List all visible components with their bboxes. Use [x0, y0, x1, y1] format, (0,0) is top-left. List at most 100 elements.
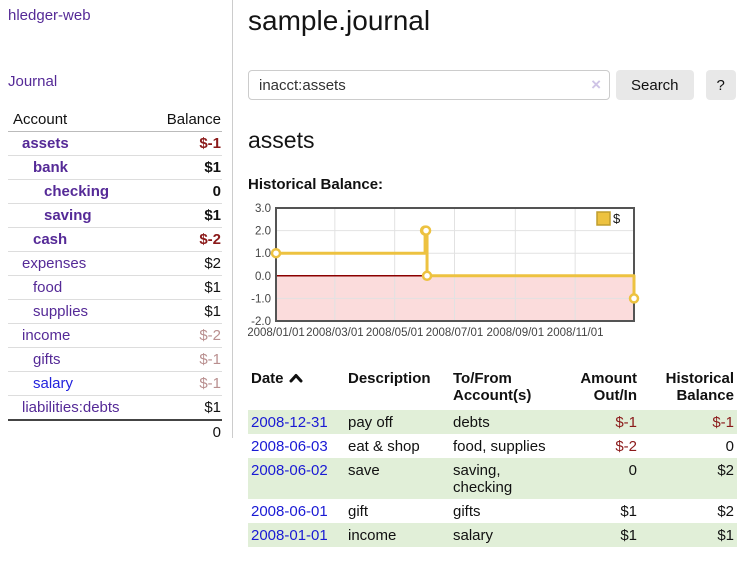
data-point-marker: [421, 270, 433, 282]
x-axis-tick-label: 2008/11/01: [547, 327, 604, 339]
accounts-total-row: 0: [8, 420, 222, 444]
search-input[interactable]: [248, 70, 610, 100]
account-heading: assets: [248, 127, 315, 153]
account-row-bank: bank $1: [8, 155, 222, 180]
y-axis-tick-label: -2.0: [251, 316, 271, 328]
account-link-income[interactable]: income: [22, 327, 71, 344]
data-point-marker: [270, 247, 282, 259]
register-row: 2008-06-02 save saving, checking 0 $2: [248, 458, 737, 499]
sort-ascending-icon: [289, 370, 303, 387]
y-axis-tick-label: -1.0: [251, 293, 271, 305]
transaction-date-link[interactable]: 2008-06-03: [251, 438, 328, 455]
clear-search-icon[interactable]: ×: [591, 75, 601, 94]
register-header-date-label: Date: [251, 370, 284, 387]
register-header-row: Date Description To/From Account(s) Amou…: [248, 366, 737, 410]
account-link-supplies[interactable]: supplies: [33, 303, 89, 320]
transaction-amount: $-1: [615, 414, 637, 431]
y-axis-tick-label: 3.0: [255, 203, 271, 215]
transaction-description: income: [348, 527, 397, 544]
x-axis-tick-label: 2008/03/01: [306, 327, 364, 339]
register-header-amount: Amount Out/In: [580, 370, 637, 404]
transaction-amount: $-2: [615, 438, 637, 455]
x-axis-tick-label: 2008/09/01: [487, 327, 545, 339]
help-button[interactable]: ?: [705, 70, 736, 100]
transaction-amount: $1: [620, 527, 637, 544]
data-point-marker: [628, 293, 640, 304]
transaction-amount: $1: [620, 503, 637, 520]
account-balance: $1: [204, 159, 221, 176]
account-row-supplies: supplies $1: [8, 299, 222, 324]
transaction-accounts: salary: [453, 527, 494, 544]
account-row-salary: salary $-1: [8, 371, 222, 396]
transaction-date-link[interactable]: 2008-06-02: [251, 462, 328, 479]
register-row: 2008-12-31 pay off debts $-1 $-1: [248, 410, 737, 434]
historical-balance-chart[interactable]: $3.0 2.0 1.0 0.0 -1.0 -2.0 2008/01/01 2008/03/0…: [248, 197, 737, 345]
transaction-accounts: gifts: [453, 503, 481, 520]
x-axis-tick-label: 2008/07/01: [426, 327, 484, 339]
transaction-balance: $2: [717, 462, 734, 479]
register-table: Date Description To/From Account(s) Amou…: [248, 366, 737, 547]
data-point-marker: [420, 225, 432, 236]
accounts-table: Account Balance assets $-1 bank $1 check…: [8, 108, 222, 444]
transaction-description: gift: [348, 503, 369, 520]
account-balance: $-1: [199, 135, 221, 152]
transaction-date-link[interactable]: 2008-12-31: [251, 414, 328, 431]
account-row-gifts: gifts $-1: [8, 347, 222, 372]
chart-title: Historical Balance:: [248, 176, 384, 193]
y-axis-tick-label: 0.0: [255, 271, 271, 283]
sidebar-item-journal[interactable]: Journal: [8, 73, 58, 90]
transaction-amount: 0: [628, 462, 637, 479]
brand-link[interactable]: hledger-web: [8, 7, 91, 24]
main-content: sample.journal × Search ? assets Histori…: [248, 0, 737, 547]
transaction-description: pay off: [348, 414, 393, 431]
register-header-balance: Historical Balance: [665, 370, 734, 404]
transaction-date-link[interactable]: 2008-01-01: [251, 527, 328, 544]
account-row-checking: checking 0: [8, 179, 222, 204]
account-row-expenses: expenses $2: [8, 251, 222, 276]
account-link-food[interactable]: food: [33, 279, 63, 296]
account-link-saving[interactable]: saving: [44, 207, 92, 224]
transaction-description: save: [348, 462, 380, 479]
account-link-cash[interactable]: cash: [33, 231, 68, 248]
transaction-balance: $2: [717, 503, 734, 520]
account-row-liabilities-debts: liabilities:debts $1: [8, 395, 222, 421]
account-link-bank[interactable]: bank: [33, 159, 69, 176]
account-balance: $-2: [199, 327, 221, 344]
account-row-assets: assets $-1: [8, 132, 222, 156]
account-link-salary[interactable]: salary: [33, 375, 74, 392]
transaction-accounts: debts: [453, 414, 490, 431]
account-balance: $1: [204, 279, 221, 296]
page-title: sample.journal: [248, 5, 431, 36]
account-link-checking[interactable]: checking: [44, 183, 110, 200]
transaction-date-link[interactable]: 2008-06-01: [251, 503, 328, 520]
account-balance: $2: [204, 255, 221, 272]
search-button[interactable]: Search: [616, 70, 694, 100]
y-axis-tick-label: 1.0: [255, 248, 271, 260]
account-row-income: income $-2: [8, 323, 222, 348]
search-box: ×: [248, 70, 610, 100]
accounts-header-account: Account: [13, 111, 68, 128]
transaction-accounts: saving, checking: [453, 462, 513, 496]
register-header-accounts: To/From Account(s): [453, 370, 532, 404]
register-row: 2008-06-01 gift gifts $1 $2: [248, 499, 737, 523]
account-row-saving: saving $1: [8, 203, 222, 228]
account-link-gifts[interactable]: gifts: [33, 351, 61, 368]
register-row: 2008-06-03 eat & shop food, supplies $-2…: [248, 434, 737, 458]
account-balance: $1: [204, 399, 221, 416]
account-balance: $1: [204, 303, 221, 320]
register-header-date[interactable]: Date: [248, 366, 345, 410]
account-row-cash: cash $-2: [8, 227, 222, 252]
y-axis-tick-label: 2.0: [255, 226, 271, 238]
account-link-liabilities-debts[interactable]: liabilities:debts: [22, 399, 120, 416]
transaction-balance: $1: [717, 527, 734, 544]
transaction-balance: $-1: [712, 414, 734, 431]
account-link-assets[interactable]: assets: [22, 135, 69, 152]
transaction-description: eat & shop: [348, 438, 420, 455]
accounts-header-row: Account Balance: [8, 108, 222, 132]
account-balance: $-1: [199, 351, 221, 368]
account-link-expenses[interactable]: expenses: [22, 255, 87, 272]
accounts-total-value: 0: [212, 424, 221, 441]
account-balance: 0: [212, 183, 221, 200]
legend-label: $: [613, 211, 621, 226]
